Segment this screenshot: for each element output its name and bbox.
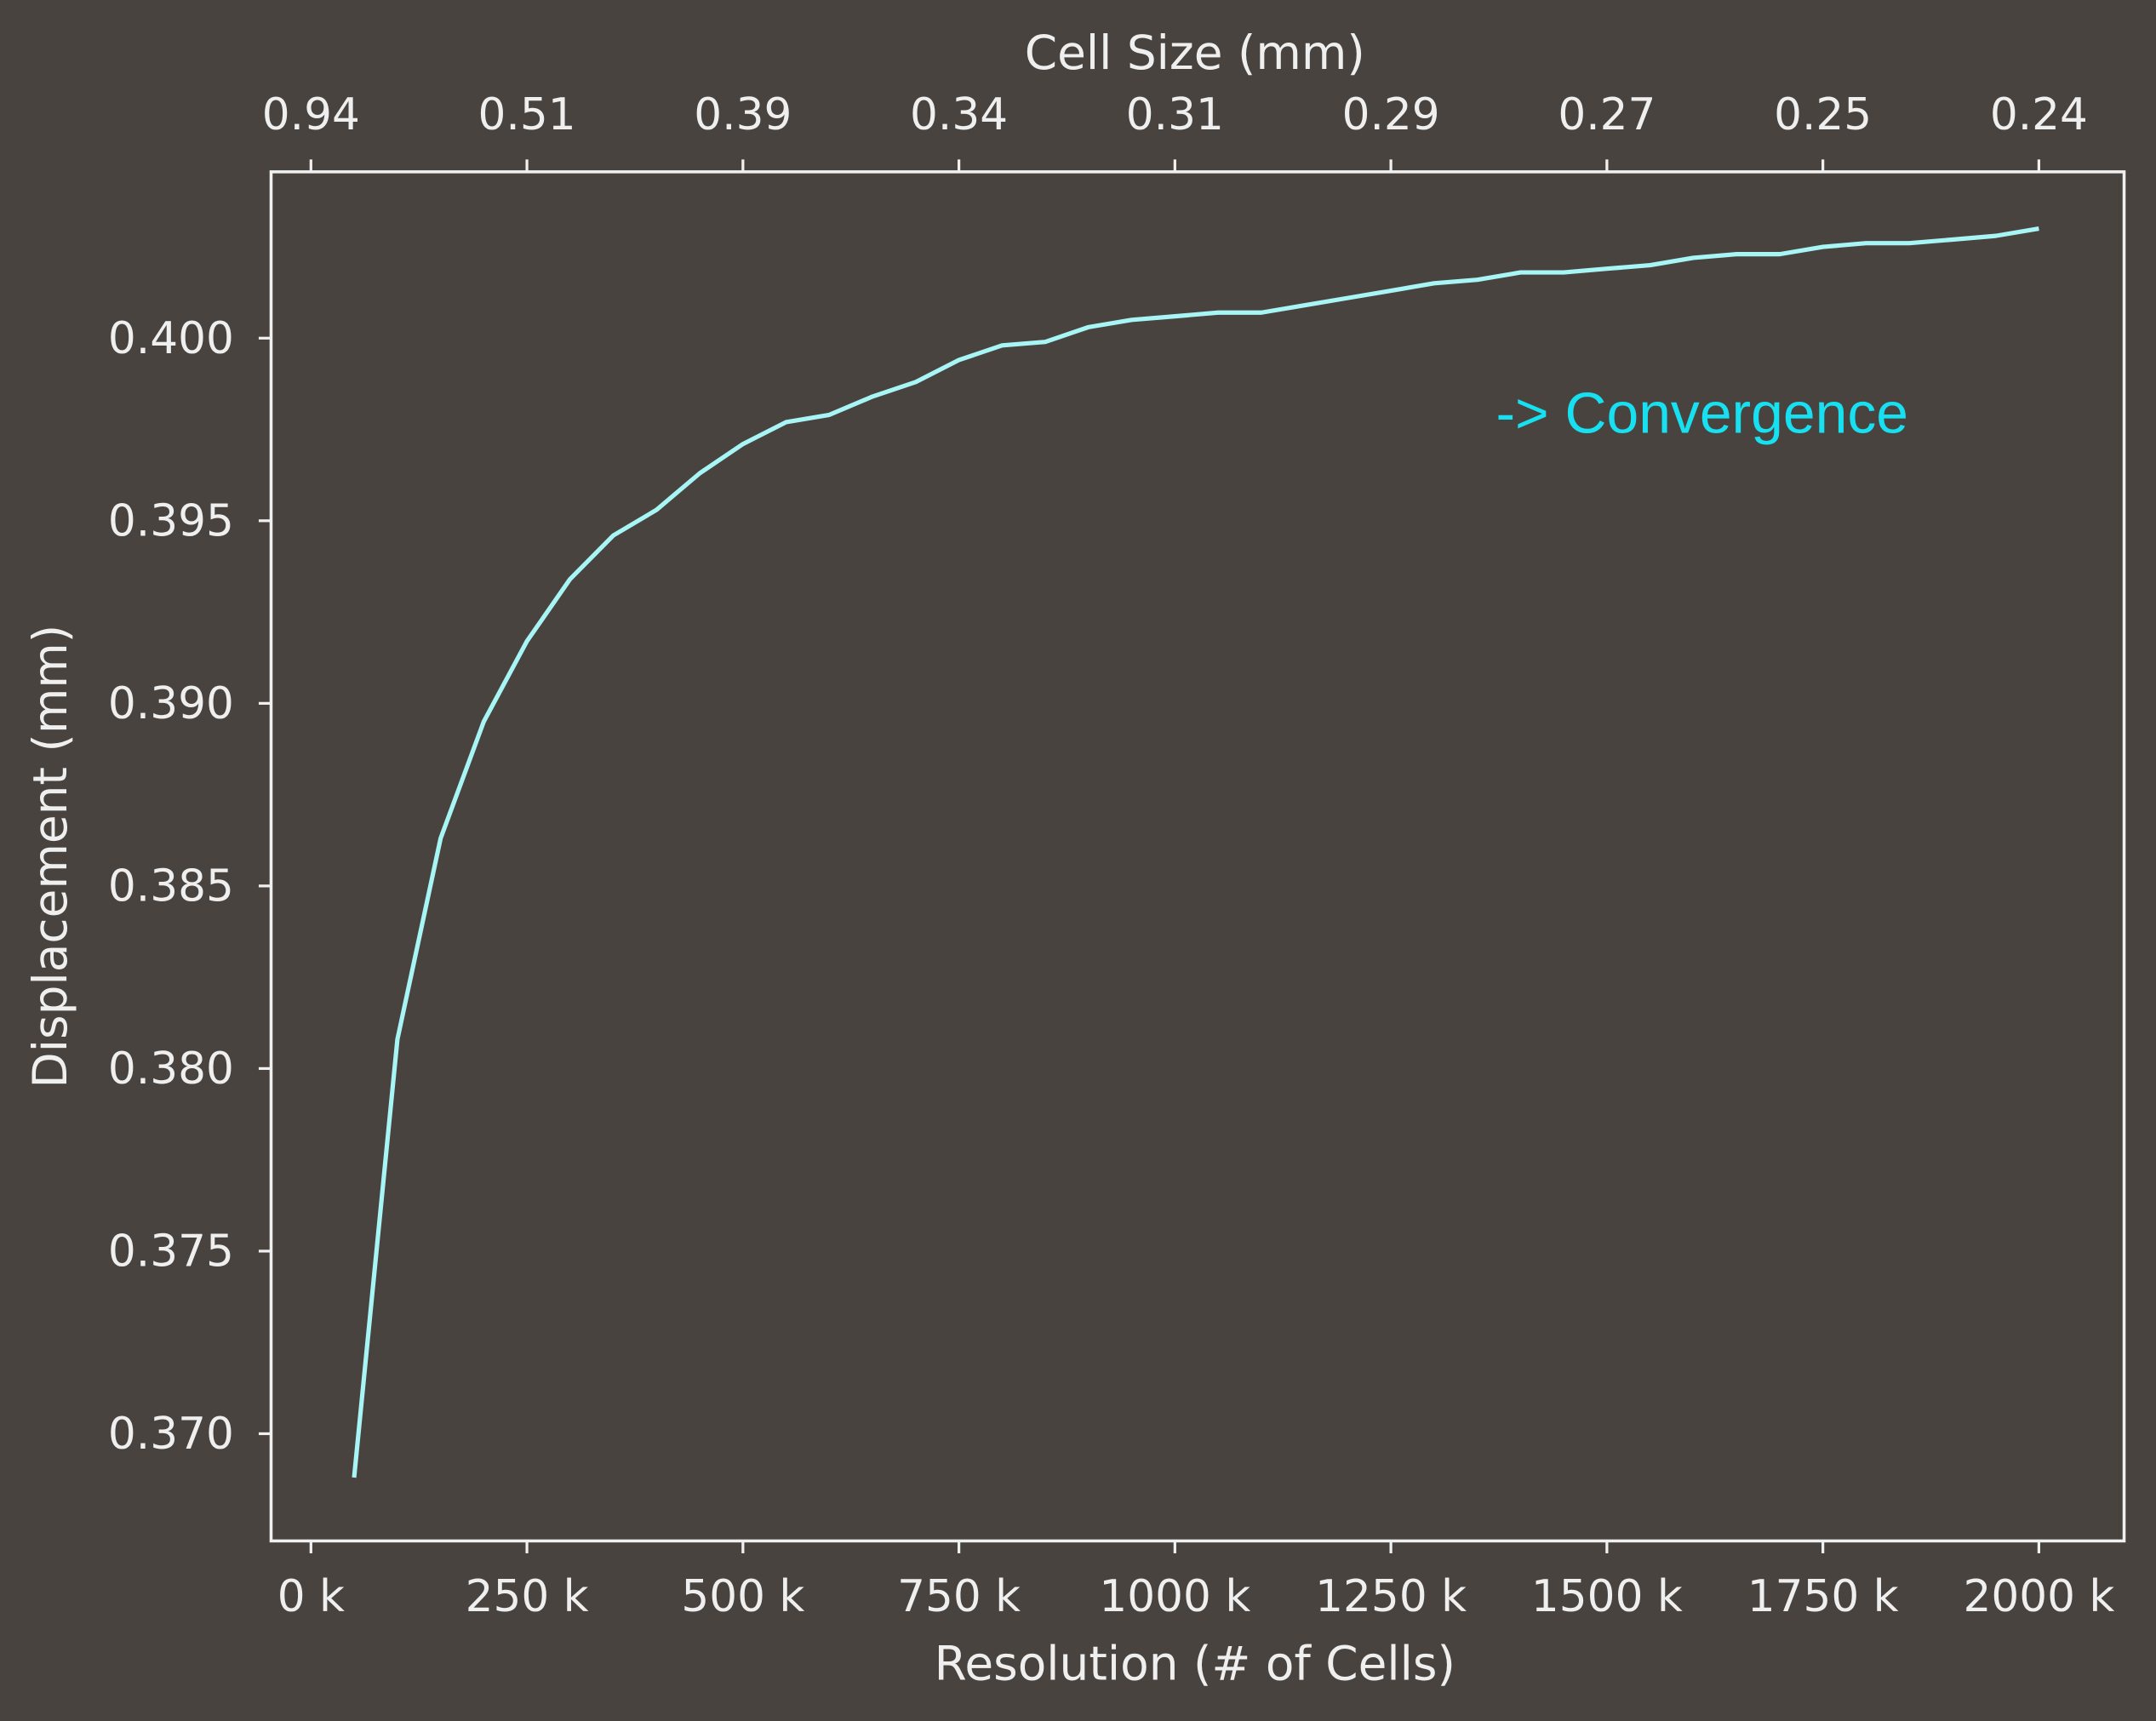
top-x-tick-label: 0.51 (478, 89, 576, 140)
y-tick-label: 0.380 (108, 1043, 234, 1095)
x-tick-label: 0 k (277, 1571, 345, 1622)
x-tick-label: 500 k (681, 1571, 804, 1622)
x-tick-label: 1500 k (1531, 1571, 1683, 1622)
top-x-tick-label: 0.29 (1342, 89, 1440, 140)
convergence-annotation: -> Convergence (1495, 382, 1908, 446)
x-axis-top: 0.94 0.51 0.39 0.34 0.31 0.29 0.27 0.25 0.24 (262, 89, 2088, 172)
x-tick-label: 1250 k (1315, 1571, 1467, 1622)
displacement-line (352, 226, 2039, 1478)
top-axis-label: Cell Size (mm) (1025, 26, 1365, 80)
y-tick-label: 0.395 (108, 496, 234, 547)
top-x-tick-label: 0.24 (1990, 89, 2088, 140)
y-axis-label: Displacement (mm) (23, 625, 77, 1089)
y-axis: 0.370 0.375 0.380 0.385 0.390 0.395 0.400 (108, 313, 272, 1460)
y-tick-label: 0.375 (108, 1226, 234, 1278)
top-x-tick-label: 0.94 (262, 89, 360, 140)
top-x-tick-label: 0.25 (1774, 89, 1872, 140)
top-x-tick-label: 0.39 (694, 89, 792, 140)
top-x-tick-label: 0.27 (1558, 89, 1656, 140)
plot-frame (269, 170, 2126, 1543)
x-tick-label: 1750 k (1747, 1571, 1899, 1622)
x-tick-label: 1000 k (1099, 1571, 1250, 1622)
top-x-tick-label: 0.34 (910, 89, 1008, 140)
top-x-tick-label: 0.31 (1126, 89, 1224, 140)
x-tick-label: 250 k (466, 1571, 589, 1622)
x-tick-label: 750 k (897, 1571, 1021, 1622)
y-tick-label: 0.400 (108, 313, 234, 364)
y-tick-label: 0.385 (108, 861, 234, 912)
x-axis-label: Resolution (# of Cells) (935, 1637, 1455, 1691)
y-tick-label: 0.390 (108, 678, 234, 729)
x-tick-label: 2000 k (1963, 1571, 2114, 1622)
y-tick-label: 0.370 (108, 1409, 234, 1460)
x-axis-bottom: 0 k 250 k 500 k 750 k 1000 k 1250 k 1500 k 1750… (277, 1541, 2114, 1622)
